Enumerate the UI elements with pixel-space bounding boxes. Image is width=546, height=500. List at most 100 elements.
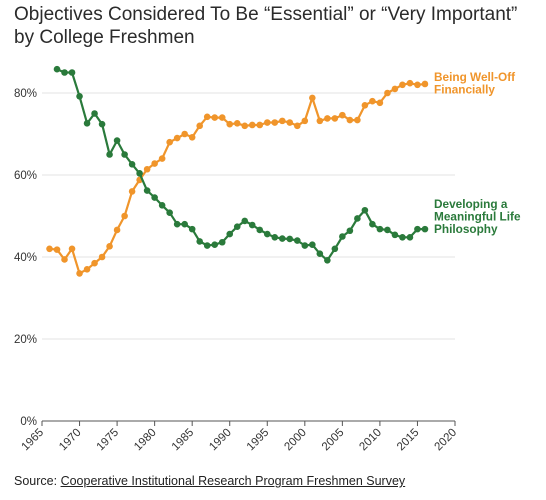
data-point: [203, 242, 211, 249]
data-point: [211, 114, 219, 121]
data-point: [263, 119, 271, 126]
data-point: [106, 151, 113, 158]
data-point: [91, 259, 98, 267]
data-point: [91, 110, 98, 117]
data-point: [173, 220, 181, 228]
data-point: [301, 242, 309, 249]
x-tick-label: 2000: [282, 427, 309, 454]
data-point: [128, 161, 136, 168]
data-point: [354, 215, 361, 222]
data-point: [203, 113, 211, 121]
source-link[interactable]: Cooperative Institutional Research Progr…: [60, 474, 406, 488]
data-point: [354, 116, 361, 124]
data-point: [331, 115, 339, 122]
data-point: [98, 120, 106, 128]
series-label-line: Developing a: [434, 197, 508, 211]
data-point: [76, 92, 83, 100]
data-point: [61, 256, 68, 263]
data-point: [286, 119, 294, 126]
series-label: Developing a Meaningful Life Philosophy: [434, 197, 521, 236]
data-point: [136, 170, 143, 177]
data-point: [324, 115, 331, 122]
data-point: [233, 120, 241, 127]
data-point: [248, 121, 256, 129]
series-label-line: Financially: [434, 82, 495, 96]
data-point: [406, 79, 414, 87]
data-point: [406, 234, 414, 241]
data-point: [83, 266, 91, 273]
data-point: [211, 241, 219, 248]
data-point: [68, 245, 76, 253]
data-point: [53, 65, 61, 73]
data-point: [106, 243, 113, 250]
data-point: [241, 122, 249, 130]
x-tick-label: 2005: [320, 427, 347, 454]
data-point: [414, 81, 421, 89]
x-tick-label: 1990: [207, 427, 234, 454]
data-point: [361, 206, 369, 214]
data-point: [53, 246, 61, 253]
data-point: [76, 270, 83, 277]
data-point: [294, 237, 301, 244]
data-point: [376, 225, 384, 233]
data-point: [121, 212, 128, 220]
y-tick-label: 40%: [14, 252, 37, 264]
chart-title-line-2: by College Freshmen: [14, 27, 195, 48]
chart-title-line-1: Objectives Considered To Be “Essential” …: [14, 4, 518, 25]
series-meaningful-life-philosophy: [53, 65, 429, 264]
x-tick-label: 1995: [245, 427, 272, 454]
data-point: [218, 114, 226, 121]
data-point: [151, 160, 158, 167]
data-point: [369, 97, 376, 105]
x-tick-label: 1980: [132, 427, 159, 454]
data-point: [46, 245, 53, 253]
series-label-line: Philosophy: [434, 222, 498, 236]
data-point: [173, 134, 181, 142]
data-point: [369, 220, 376, 228]
y-tick-label: 0%: [20, 416, 37, 428]
data-point: [196, 122, 203, 130]
data-point: [128, 188, 136, 195]
series-well-off-financially: [46, 79, 429, 277]
data-point: [278, 235, 286, 242]
data-point: [143, 187, 151, 194]
x-tick-label: 2010: [357, 427, 384, 454]
data-point: [226, 120, 234, 128]
data-point: [414, 225, 421, 233]
data-point: [218, 238, 226, 246]
y-tick-label: 20%: [14, 334, 37, 346]
data-point: [316, 117, 324, 125]
data-point: [263, 230, 271, 238]
data-point: [391, 85, 399, 93]
data-point: [143, 165, 151, 173]
series-label-line: Meaningful Life: [434, 210, 521, 224]
data-point: [391, 231, 399, 239]
x-tick-label: 1985: [170, 427, 197, 454]
data-point: [158, 155, 166, 162]
data-point: [324, 256, 331, 264]
source-note: Source: Cooperative Institutional Resear…: [14, 474, 405, 488]
data-point: [83, 120, 91, 127]
data-point: [256, 121, 264, 129]
source-prefix: Source:: [14, 474, 61, 488]
data-point: [278, 117, 286, 125]
data-point: [309, 94, 316, 102]
data-point: [98, 253, 106, 261]
x-tick-label: 1970: [57, 427, 84, 454]
series-labels: Being Well-Off Financially Developing a Mea…: [429, 70, 521, 236]
chart-title: Objectives Considered To Be “Essential” …: [14, 3, 544, 49]
series-line: [56, 68, 425, 262]
data-point: [158, 202, 166, 209]
line-chart: 0% 20% 40% 60% 80% 1965 1970 1975 1980 1985 1990 19…: [14, 65, 521, 454]
data-point: [399, 234, 406, 241]
data-point: [181, 130, 188, 138]
series-line: [49, 82, 426, 275]
data-point: [361, 102, 369, 109]
data-point: [166, 138, 173, 146]
x-tick-label: 2020: [433, 427, 460, 454]
data-point: [121, 151, 128, 158]
x-tick-label: 2015: [395, 427, 422, 454]
data-point: [188, 133, 196, 141]
data-point: [113, 226, 121, 234]
data-point: [316, 250, 324, 258]
